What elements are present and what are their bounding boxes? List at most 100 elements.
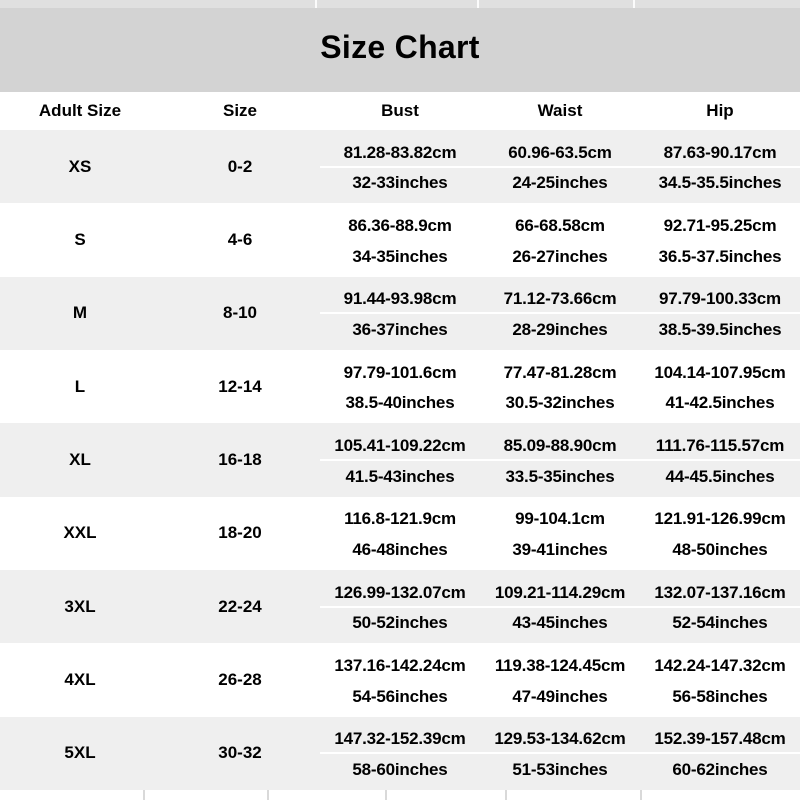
size-label-cell: S — [74, 229, 86, 249]
bust-inches-cell: 34-35inches — [352, 246, 448, 266]
size-range-cell: 0-2 — [227, 156, 253, 176]
size-label-cell: XS — [68, 156, 92, 176]
column-header-hip: Hip — [706, 101, 734, 120]
size-range-cell: 8-10 — [222, 303, 258, 323]
hip-cm-cell: 142.24-147.32cm — [654, 656, 786, 676]
waist-inches-cell: 51-53inches — [512, 760, 608, 780]
unit-row-divider — [320, 238, 800, 241]
page-title: Size Chart — [320, 28, 480, 65]
waist-cm-cell: 71.12-73.66cm — [503, 289, 617, 309]
bust-cm-cell: 116.8-121.9cm — [344, 509, 456, 529]
size-range-cell: 30-32 — [218, 743, 262, 763]
hip-inches-cell: 41-42.5inches — [665, 393, 775, 413]
bust-cm-cell: 86.36-88.9cm — [348, 216, 452, 236]
unit-row-divider — [320, 458, 800, 461]
bust-cm-cell: 97.79-101.6cm — [343, 362, 457, 382]
waist-inches-cell: 33.5-35inches — [505, 466, 615, 486]
waist-cm-cell: 109.21-114.29cm — [494, 582, 626, 602]
hip-cm-cell: 97.79-100.33cm — [659, 289, 781, 309]
column-header-adult-size: Adult Size — [38, 101, 122, 120]
unit-row-divider — [320, 385, 800, 388]
column-divider-mark — [477, 0, 479, 8]
unit-row-divider — [320, 165, 800, 168]
table-row-4xl: 4XL 26-28 137.16-142.24cm 119.38-124.45c… — [0, 643, 800, 717]
waist-cm-cell: 77.47-81.28cm — [503, 362, 617, 382]
hip-inches-cell: 60-62inches — [672, 760, 768, 780]
bottom-border-strip — [0, 790, 800, 800]
bust-cm-cell: 137.16-142.24cm — [334, 656, 466, 676]
waist-cm-cell: 129.53-134.62cm — [494, 729, 626, 749]
bust-inches-cell: 50-52inches — [352, 613, 448, 633]
size-range-cell: 4-6 — [227, 229, 253, 249]
bust-cm-cell: 147.32-152.39cm — [334, 729, 466, 749]
size-label-cell: M — [72, 303, 88, 323]
bust-inches-cell: 58-60inches — [352, 760, 448, 780]
column-divider-mark — [315, 0, 317, 8]
unit-row-divider — [320, 312, 800, 315]
size-label-cell: 3XL — [64, 596, 96, 616]
unit-row-divider — [320, 678, 800, 681]
hip-inches-cell: 56-58inches — [672, 686, 768, 706]
bust-cm-cell: 91.44-93.98cm — [343, 289, 457, 309]
table-row-3xl: 3XL 22-24 126.99-132.07cm 109.21-114.29c… — [0, 569, 800, 644]
waist-inches-cell: 47-49inches — [512, 686, 608, 706]
column-divider-mark — [633, 0, 635, 8]
waist-cm-cell: 60.96-63.5cm — [508, 142, 612, 162]
size-label-cell: 4XL — [64, 669, 96, 689]
bust-inches-cell: 41.5-43inches — [345, 466, 455, 486]
size-range-cell: 12-14 — [218, 376, 262, 396]
waist-inches-cell: 30.5-32inches — [505, 393, 615, 413]
unit-row-divider — [320, 752, 800, 755]
size-range-cell: 26-28 — [218, 669, 262, 689]
size-label-cell: 5XL — [64, 743, 96, 763]
size-label-cell: XL — [69, 449, 91, 469]
hip-inches-cell: 44-45.5inches — [665, 466, 775, 486]
size-range-cell: 16-18 — [218, 449, 262, 469]
bust-inches-cell: 32-33inches — [352, 173, 448, 193]
waist-cm-cell: 66-68.58cm — [515, 216, 605, 236]
size-label-cell: XXL — [63, 523, 97, 543]
column-divider-mark — [143, 790, 145, 800]
table-row-l: L 12-14 97.79-101.6cm 77.47-81.28cm 104.… — [0, 349, 800, 424]
hip-inches-cell: 34.5-35.5inches — [658, 173, 782, 193]
waist-inches-cell: 24-25inches — [512, 173, 608, 193]
hip-inches-cell: 38.5-39.5inches — [658, 320, 782, 340]
hip-cm-cell: 132.07-137.16cm — [654, 582, 786, 602]
hip-cm-cell: 121.91-126.99cm — [654, 509, 786, 529]
hip-inches-cell: 52-54inches — [672, 613, 768, 633]
waist-inches-cell: 26-27inches — [512, 246, 608, 266]
waist-cm-cell: 85.09-88.90cm — [503, 436, 617, 456]
waist-inches-cell: 43-45inches — [512, 613, 608, 633]
hip-cm-cell: 87.63-90.17cm — [663, 142, 777, 162]
waist-cm-cell: 119.38-124.45cm — [494, 656, 626, 676]
bust-cm-cell: 126.99-132.07cm — [334, 582, 466, 602]
hip-cm-cell: 152.39-157.48cm — [654, 729, 786, 749]
unit-row-divider — [320, 532, 800, 535]
table-row-s: S 4-6 86.36-88.9cm 66-68.58cm 92.71-95.2… — [0, 203, 800, 277]
hip-inches-cell: 36.5-37.5inches — [658, 246, 782, 266]
hip-cm-cell: 104.14-107.95cm — [654, 362, 786, 382]
column-header-row: Adult Size Size Bust Waist Hip — [0, 92, 800, 130]
column-header-bust: Bust — [381, 101, 419, 120]
waist-inches-cell: 28-29inches — [512, 320, 608, 340]
hip-cm-cell: 92.71-95.25cm — [663, 216, 777, 236]
table-row-m: M 8-10 91.44-93.98cm 71.12-73.66cm 97.79… — [0, 276, 800, 350]
bust-inches-cell: 38.5-40inches — [345, 393, 455, 413]
column-divider-mark — [267, 790, 269, 800]
table-row-xs: XS 0-2 81.28-83.82cm 60.96-63.5cm 87.63-… — [0, 130, 800, 204]
bust-inches-cell: 36-37inches — [352, 320, 448, 340]
column-header-waist: Waist — [537, 101, 583, 120]
column-header-size: Size — [222, 101, 258, 120]
bust-cm-cell: 81.28-83.82cm — [343, 142, 457, 162]
size-chart-table: XS 0-2 81.28-83.82cm 60.96-63.5cm 87.63-… — [0, 130, 800, 790]
bust-cm-cell: 105.41-109.22cm — [334, 436, 466, 456]
column-divider-mark — [385, 790, 387, 800]
waist-inches-cell: 39-41inches — [512, 540, 608, 560]
top-border-strip — [0, 0, 800, 8]
title-band: Size Chart — [0, 8, 800, 92]
column-divider-mark — [505, 790, 507, 800]
size-range-cell: 18-20 — [218, 523, 262, 543]
size-range-cell: 22-24 — [218, 596, 262, 616]
size-label-cell: L — [74, 376, 86, 396]
